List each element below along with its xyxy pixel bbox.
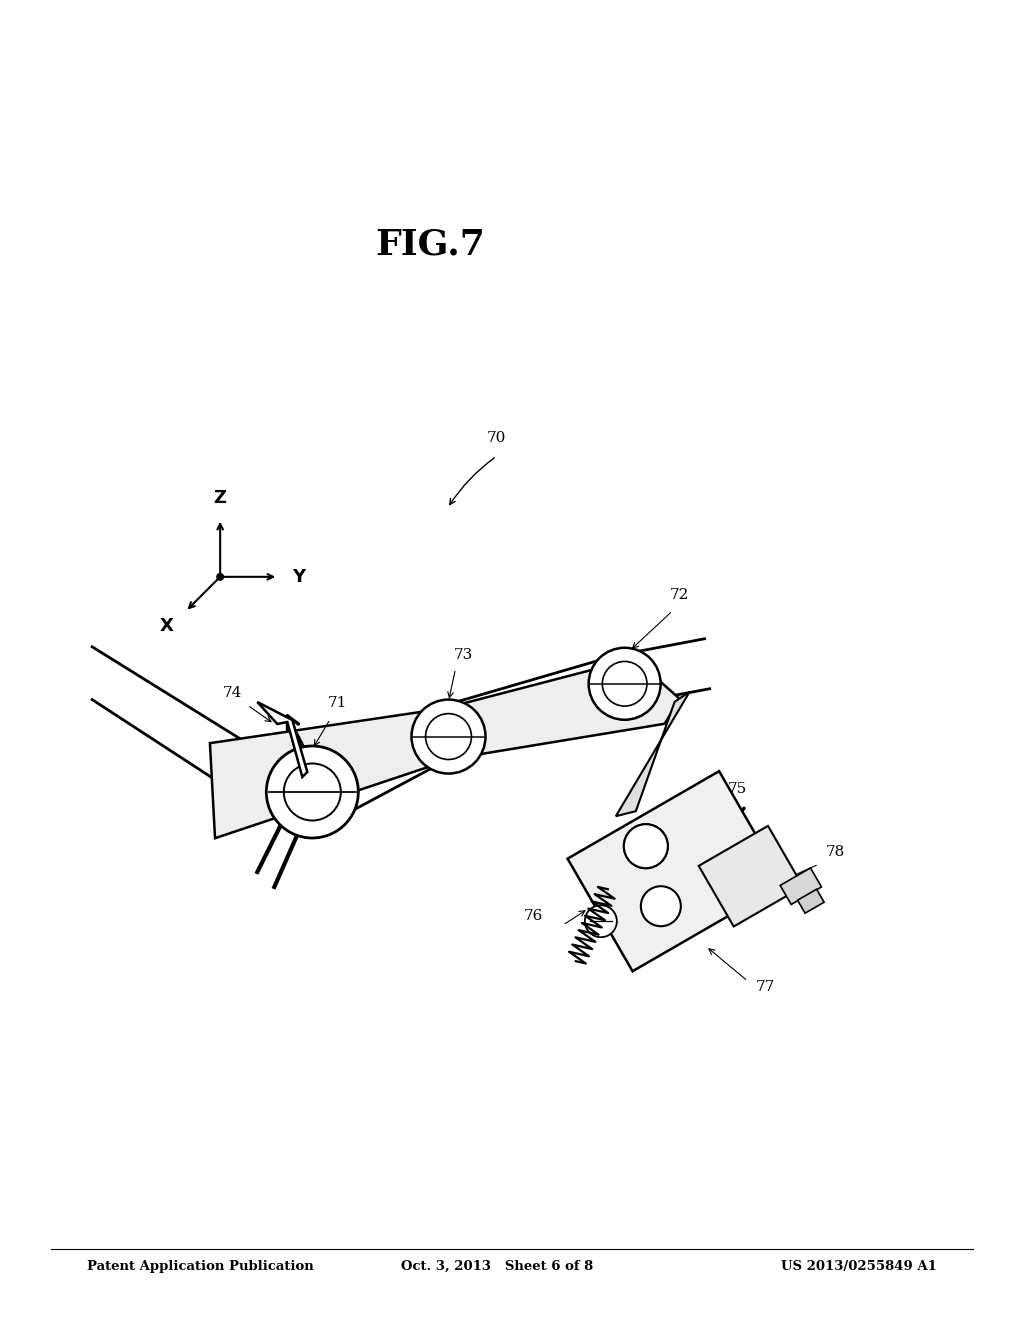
Text: US 2013/0255849 A1: US 2013/0255849 A1: [781, 1261, 937, 1272]
Text: FIG.7: FIG.7: [375, 227, 485, 261]
Circle shape: [216, 573, 224, 581]
Text: 75: 75: [728, 783, 748, 796]
Text: 72: 72: [670, 587, 689, 602]
Text: 74: 74: [222, 686, 242, 700]
Ellipse shape: [589, 648, 660, 719]
Text: 76: 76: [523, 909, 543, 923]
Circle shape: [585, 906, 616, 937]
Ellipse shape: [266, 746, 358, 838]
Circle shape: [641, 886, 681, 927]
Polygon shape: [257, 702, 307, 777]
Polygon shape: [567, 771, 784, 972]
Text: Oct. 3, 2013   Sheet 6 of 8: Oct. 3, 2013 Sheet 6 of 8: [400, 1261, 593, 1272]
Polygon shape: [780, 869, 821, 904]
Polygon shape: [798, 890, 824, 913]
Polygon shape: [257, 803, 307, 887]
Text: 73: 73: [454, 648, 473, 661]
Text: 77: 77: [756, 981, 775, 994]
Ellipse shape: [412, 700, 485, 774]
Ellipse shape: [624, 824, 668, 869]
Polygon shape: [615, 692, 689, 816]
Polygon shape: [698, 826, 803, 927]
Text: 78: 78: [825, 845, 845, 859]
Circle shape: [624, 824, 668, 869]
Text: Patent Application Publication: Patent Application Publication: [87, 1261, 313, 1272]
Text: 71: 71: [328, 696, 347, 710]
Text: 70: 70: [487, 432, 506, 445]
Polygon shape: [210, 659, 680, 838]
Text: Y: Y: [292, 568, 305, 586]
Text: X: X: [160, 616, 173, 635]
Text: Z: Z: [214, 488, 226, 507]
